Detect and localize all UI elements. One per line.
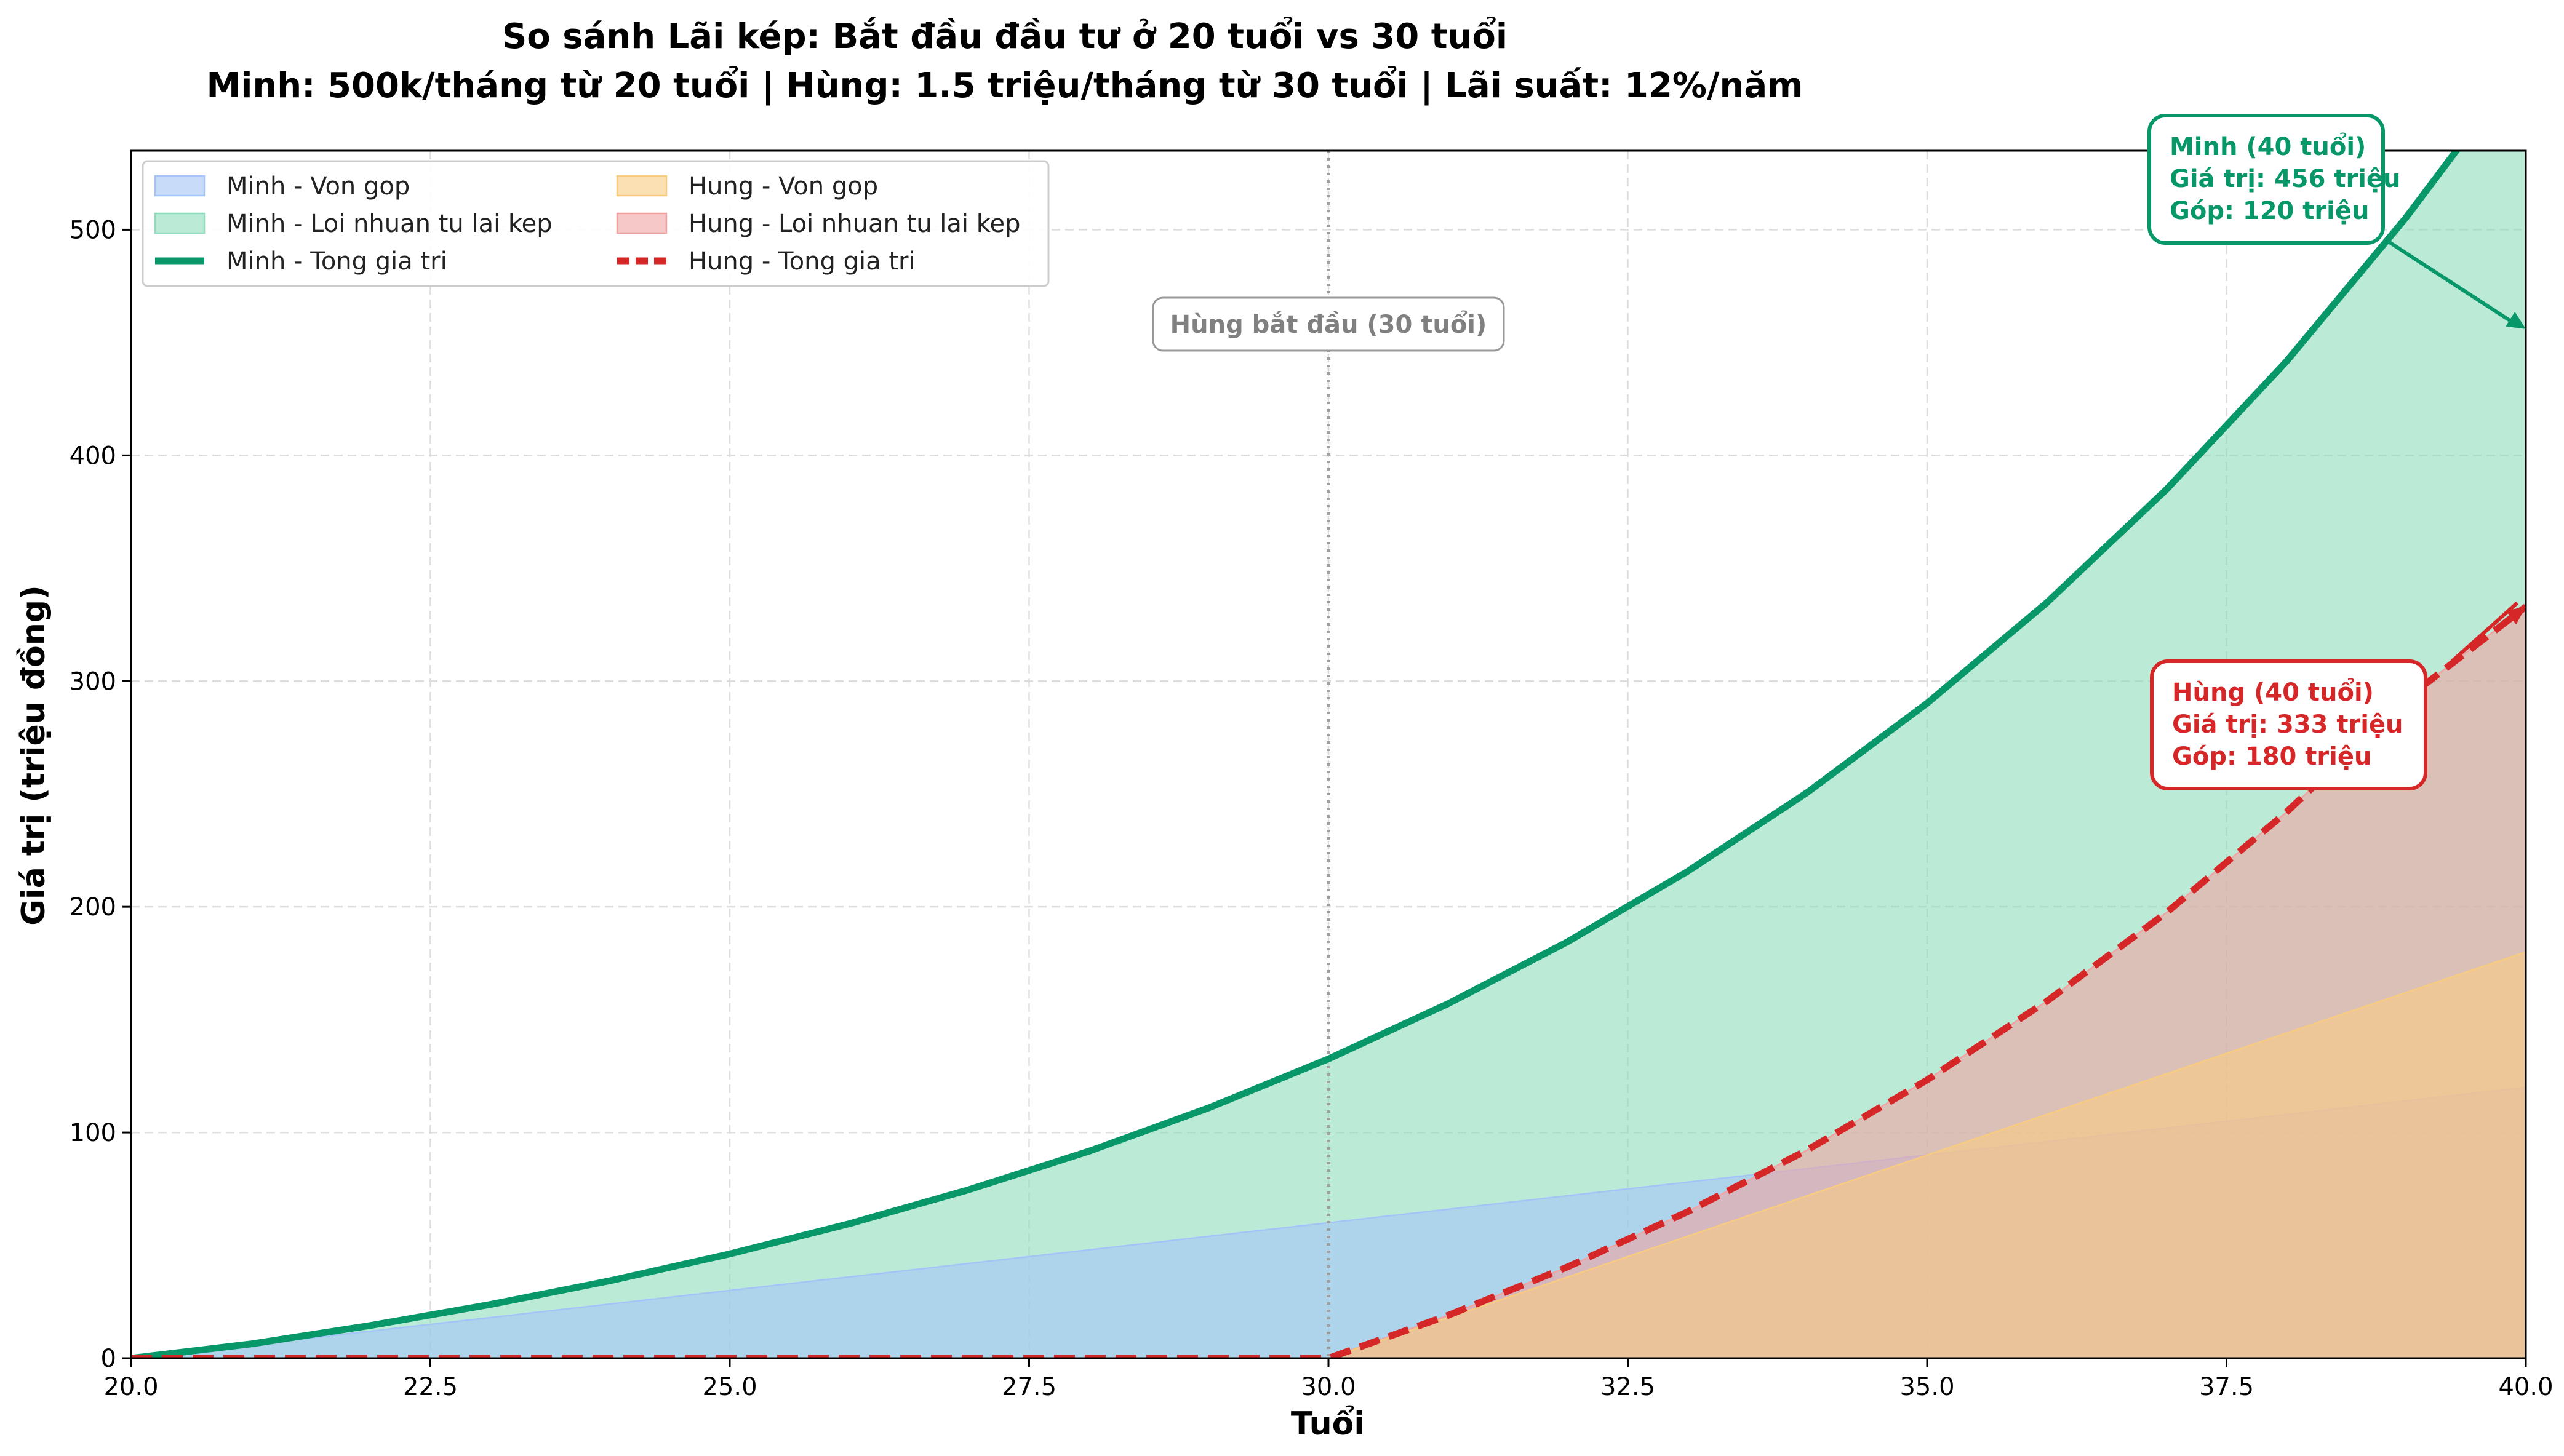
legend-label: Hung - Tong gia tri [689,247,916,276]
legend-label: Hung - Loi nhuan tu lai kep [689,210,1021,238]
y-tick-label: 300 [70,667,116,696]
annotation-minh: Minh (40 tuổi) Giá trị: 456 triệu Góp: 120… [2147,114,2526,329]
legend-label: Hung - Von gop [689,172,878,201]
legend-box [142,160,1050,287]
start-marker-label-text: Hùng bắt đầu (30 tuổi) [1170,309,1487,339]
annotation-box [2147,114,2385,245]
x-tick-label: 25.0 [702,1373,757,1401]
annotation-box [2150,659,2427,790]
annotation-line: Góp: 120 triệu [2170,197,2369,225]
x-tick-label: 37.5 [2199,1373,2254,1401]
legend-swatch [154,212,206,234]
line-minh-tong-gia-tri [131,151,2461,1358]
legend-label: Minh - Von gop [226,172,410,201]
chart-subtitle: Minh: 500k/tháng từ 20 tuổi | Hùng: 1.5 … [207,66,1803,106]
annotation-arrow-line [2450,601,2519,663]
legend-label: Minh - Loi nhuan tu lai kep [226,210,553,238]
annotation-arrow-head [2506,607,2526,625]
legend-label: Minh - Tong gia tri [226,247,447,276]
x-tick-label: 32.5 [1600,1373,1655,1401]
y-tick-label: 0 [101,1345,116,1373]
x-tick-label: 20.0 [103,1373,158,1401]
y-tick-label: 200 [70,893,116,921]
start-marker-label-box [1152,296,1505,352]
legend-swatch [154,175,206,197]
legend-swatch [616,212,668,234]
annotation-line: Giá trị: 456 triệu [2170,165,2401,193]
annotation-line: Góp: 180 triệu [2172,742,2371,771]
legend: Minh - Von gop Minh - Loi nhuan tu lai ke… [142,160,1050,287]
annotation-line: Hùng (40 tuổi) [2172,677,2374,707]
chart-title: So sánh Lãi kép: Bắt đầu đầu tư ở 20 tuổ… [502,17,1508,57]
x-tick-label: 35.0 [1899,1373,1954,1401]
start-marker-label: Hùng bắt đầu (30 tuổi) [1152,296,1505,352]
annotation-line: Minh (40 tuổi) [2170,132,2366,161]
legend-swatch [616,175,668,197]
y-tick-label: 500 [70,216,116,244]
line-layer [131,151,2526,1358]
x-tick-label: 40.0 [2498,1373,2553,1401]
y-axis-label: Giá trị (triệu đồng) [15,585,52,926]
annotation-line: Giá trị: 333 triệu [2172,710,2403,739]
line-hung-tong-gia-tri [131,603,2526,1358]
x-axis-label: Tuổi [1291,1405,1365,1442]
x-tick-label: 27.5 [1002,1373,1056,1401]
x-tick-label: 30.0 [1301,1373,1356,1401]
annotation-hung: Hùng (40 tuổi) Giá trị: 333 triệu Góp: 180… [2150,601,2526,790]
annotation-arrow-line [2387,240,2518,327]
x-tick-label: 22.5 [403,1373,458,1401]
y-tick-label: 100 [70,1119,116,1147]
y-tick-label: 400 [70,442,116,470]
annotation-arrow-head [2506,311,2526,329]
